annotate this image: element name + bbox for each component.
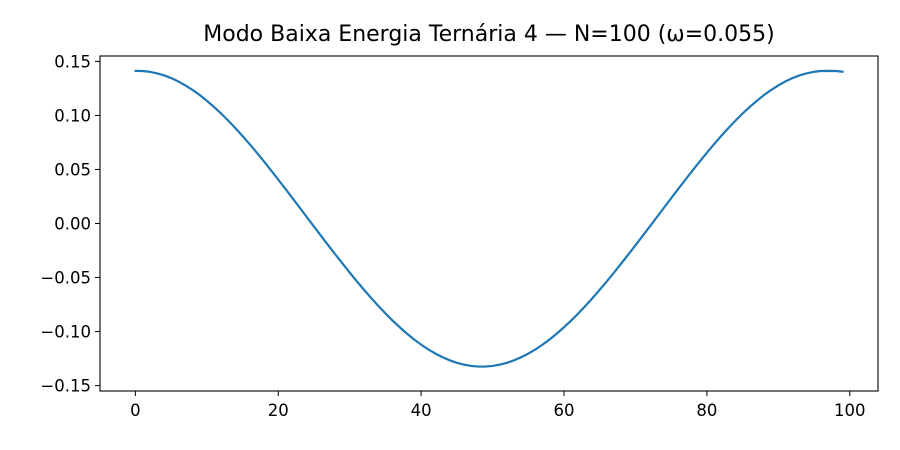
y-tick-label: 0.05 [54, 160, 91, 179]
x-tick-label: 80 [696, 401, 717, 420]
series-line-0 [134, 69, 844, 368]
axes: 0 20 40 60 80 100 −0.15 −0.10 −0.05 0.00 0.05 0.10 0… [40, 52, 879, 420]
x-tick-label: 20 [268, 401, 289, 420]
x-tick-label: 0 [130, 401, 141, 420]
y-tick-label: 0.10 [54, 106, 91, 125]
axes-frame [99, 55, 879, 392]
y-tick-label: −0.15 [40, 377, 91, 396]
chart-title: Modo Baixa Energia Ternária 4 — N=100 (ω… [203, 22, 774, 47]
x-tick-label: 40 [411, 401, 432, 420]
y-tick-label: 0.00 [54, 215, 91, 234]
x-tick-label: 60 [554, 401, 575, 420]
y-tick-label: 0.15 [54, 52, 91, 71]
y-tick-label: −0.05 [40, 269, 91, 288]
plot-area [134, 69, 844, 368]
x-tick-label: 100 [834, 401, 866, 420]
y-tick-label: −0.10 [40, 323, 91, 342]
